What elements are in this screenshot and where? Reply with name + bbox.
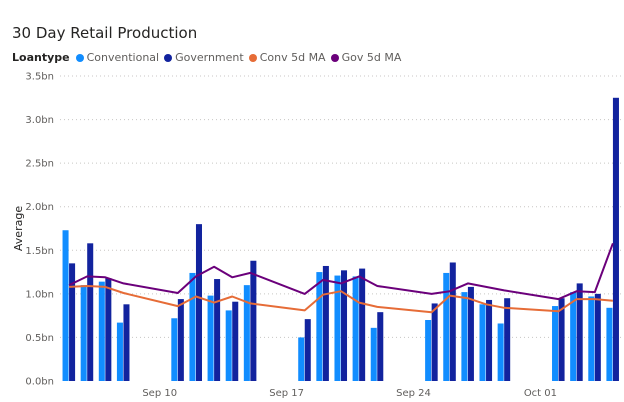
bars-layer [62,97,619,382]
legend-item-conv-5d-ma[interactable]: Conv 5d MA [248,51,326,64]
legend-swatch-gov-5d-ma [330,53,339,62]
line-conv-5d-ma[interactable] [69,285,613,314]
bar-government[interactable] [232,301,239,381]
bar-conventional[interactable] [552,306,559,381]
lines-layer [68,242,614,314]
bar-conventional[interactable] [588,296,595,381]
bar-government[interactable] [304,319,311,381]
legend-swatch-conventional [75,53,84,62]
x-tick-label: Sep 10 [142,388,177,399]
bar-conventional[interactable] [443,272,450,381]
bar-government[interactable] [467,286,474,381]
bar-conventional[interactable] [606,307,613,381]
legend-item-gov-5d-ma[interactable]: Gov 5d MA [330,51,402,64]
y-tick-label: 2.5bn [25,159,54,170]
legend-label-conv-5d-ma: Conv 5d MA [259,51,326,64]
y-axis-title: Average [12,206,25,251]
legend: Loantype Conventional Government Conv 5d… [12,51,406,64]
legend-item-government[interactable]: Government [164,51,244,64]
bar-government[interactable] [177,299,184,381]
bar-government[interactable] [576,283,583,381]
bar-conventional[interactable] [116,322,123,381]
y-tick-label: 0.0bn [25,377,54,388]
bar-conventional[interactable] [425,320,432,381]
bar-conventional[interactable] [370,327,377,381]
y-tick-label: 3.0bn [25,115,54,126]
bar-government[interactable] [322,265,329,381]
bar-conventional[interactable] [497,323,504,381]
bar-government[interactable] [612,97,619,382]
bar-conventional[interactable] [461,292,468,381]
bar-conventional[interactable] [225,310,232,381]
y-tick-label: 3.5bn [25,72,54,83]
bar-conventional[interactable] [316,272,323,381]
y-tick-label: 1.5bn [25,246,54,257]
y-tick-label: 1.0bn [25,289,54,300]
x-tick-label: Sep 17 [269,388,304,399]
bar-government[interactable] [214,279,221,381]
bar-conventional[interactable] [352,276,359,381]
bar-government[interactable] [431,303,438,381]
bar-government[interactable] [594,293,601,381]
bar-government[interactable] [486,299,493,381]
line-gov-5d-ma[interactable] [68,242,614,301]
bar-government[interactable] [195,224,202,381]
legend-label-government: Government [175,51,244,64]
x-tick-label: Sep 24 [396,388,431,399]
bar-government[interactable] [449,262,456,381]
legend-swatch-conv-5d-ma [248,53,257,62]
y-tick-label: 2.0bn [25,202,54,213]
bar-government[interactable] [87,243,94,381]
legend-title: Loantype [12,51,70,64]
bar-government[interactable] [341,270,348,381]
bar-conventional[interactable] [334,275,341,381]
bar-government[interactable] [504,298,511,381]
bar-government[interactable] [377,312,384,381]
bar-government[interactable] [105,278,112,381]
axes-layer: 0.0bn 0.5bn 1.0bn 1.5bn 2.0bn 2.5bn 3.0bn 3.5bn… [25,72,557,400]
legend-swatch-government [164,53,173,62]
y-tick-label: 0.5bn [25,333,54,344]
bar-government[interactable] [250,260,257,381]
bar-conventional[interactable] [243,285,250,381]
legend-label-gov-5d-ma: Gov 5d MA [341,51,402,64]
bar-conventional[interactable] [298,337,305,381]
bar-conventional[interactable] [62,230,69,381]
legend-item-conventional[interactable]: Conventional [75,51,160,64]
legend-label-conventional: Conventional [86,51,160,64]
bar-government[interactable] [359,268,366,381]
chart-title: 30 Day Retail Production [12,24,198,42]
bar-government[interactable] [558,298,565,381]
bar-conventional[interactable] [189,272,196,381]
bar-conventional[interactable] [570,292,577,381]
bar-conventional[interactable] [171,318,178,381]
bar-government[interactable] [69,263,76,381]
bar-conventional[interactable] [98,281,105,381]
bar-government[interactable] [123,304,130,381]
bar-conventional[interactable] [207,295,214,381]
x-tick-label: Oct 01 [524,388,557,399]
bar-conventional[interactable] [479,304,486,381]
bar-conventional[interactable] [80,285,87,381]
